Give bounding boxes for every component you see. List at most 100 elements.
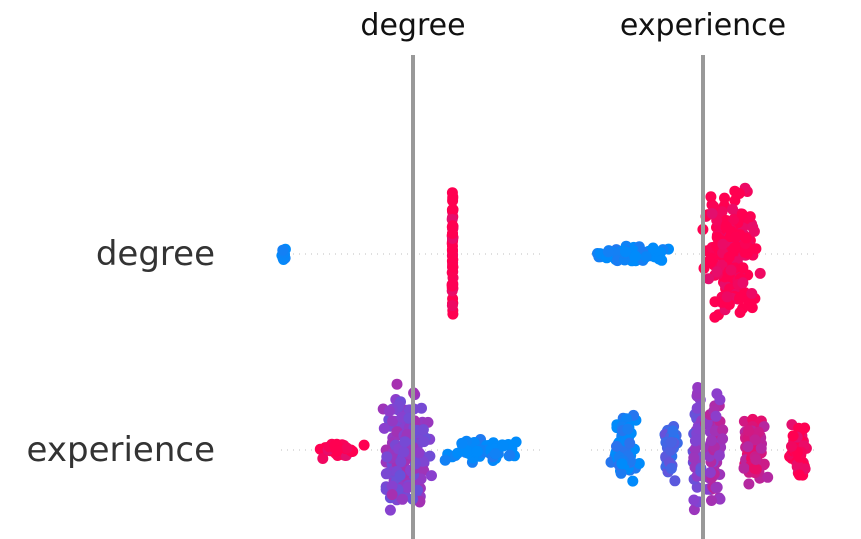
dot-experience-experience bbox=[620, 413, 632, 425]
dot-degree-experience bbox=[750, 243, 762, 255]
dot-experience-experience bbox=[615, 467, 627, 479]
dot-experience-experience bbox=[799, 422, 811, 434]
dot-degree-degree bbox=[447, 220, 459, 232]
dot-degree-experience bbox=[719, 192, 730, 204]
dot-degree-experience bbox=[721, 291, 733, 303]
dot-experience-experience bbox=[616, 458, 628, 470]
dot-degree-experience bbox=[746, 302, 758, 314]
dot-experience-degree bbox=[387, 415, 398, 427]
dot-degree-experience bbox=[748, 225, 760, 237]
dot-experience-experience bbox=[743, 425, 754, 437]
dot-experience-degree bbox=[439, 454, 451, 466]
dot-degree-experience bbox=[656, 254, 668, 266]
dot-degree-degree bbox=[447, 261, 459, 273]
dot-experience-experience bbox=[717, 424, 729, 436]
dot-experience-experience bbox=[669, 475, 681, 487]
dot-experience-experience bbox=[667, 425, 679, 437]
dot-experience-experience bbox=[786, 440, 797, 452]
dot-degree-degree bbox=[447, 278, 459, 290]
dot-experience-degree bbox=[383, 405, 395, 417]
dot-experience-degree bbox=[490, 448, 502, 460]
dot-experience-degree bbox=[384, 504, 396, 516]
dot-experience-degree bbox=[386, 480, 398, 492]
dot-experience-experience bbox=[611, 440, 622, 452]
dot-experience-degree bbox=[452, 447, 464, 459]
dot-degree-degree bbox=[447, 195, 459, 207]
dot-degree-experience bbox=[728, 213, 740, 225]
dot-degree-experience bbox=[725, 264, 737, 276]
dot-degree-experience bbox=[754, 267, 766, 279]
dot-experience-experience bbox=[692, 382, 704, 393]
dot-degree-experience bbox=[727, 203, 739, 215]
dot-degree-experience bbox=[706, 208, 718, 219]
dot-experience-experience bbox=[711, 388, 723, 400]
dot-degree-experience bbox=[736, 208, 748, 220]
dot-degree-degree bbox=[446, 204, 458, 216]
dot-experience-experience bbox=[624, 437, 636, 449]
dot-experience-degree bbox=[386, 489, 398, 501]
dot-experience-degree bbox=[394, 469, 406, 481]
dot-experience-degree bbox=[391, 378, 403, 390]
dot-experience-experience bbox=[706, 495, 717, 506]
dot-experience-degree bbox=[417, 424, 429, 436]
dot-degree-experience bbox=[716, 206, 728, 218]
dot-experience-experience bbox=[793, 469, 805, 481]
dot-experience-degree bbox=[397, 493, 408, 505]
dot-experience-experience bbox=[713, 450, 725, 461]
dot-degree-degree bbox=[447, 227, 458, 239]
dot-degree-degree bbox=[447, 240, 458, 252]
dot-experience-degree bbox=[378, 422, 390, 434]
dot-experience-degree bbox=[402, 482, 414, 493]
dot-experience-experience bbox=[691, 402, 703, 414]
dot-experience-experience bbox=[710, 410, 722, 422]
dot-degree-experience bbox=[703, 273, 715, 285]
dot-experience-degree bbox=[399, 436, 411, 448]
dot-experience-experience bbox=[689, 443, 701, 455]
dot-experience-experience bbox=[689, 435, 701, 447]
dot-experience-degree bbox=[381, 451, 393, 463]
dot-degree-experience bbox=[737, 277, 749, 289]
dot-experience-experience bbox=[688, 452, 700, 464]
dot-experience-experience bbox=[714, 493, 726, 505]
dot-experience-degree bbox=[504, 449, 516, 461]
dot-experience-experience bbox=[665, 436, 677, 448]
dot-experience-experience bbox=[755, 442, 767, 454]
dot-experience-degree bbox=[456, 437, 468, 449]
dot-experience-degree bbox=[418, 465, 430, 476]
dot-experience-degree bbox=[413, 447, 425, 459]
row-label-experience: experience bbox=[26, 430, 215, 470]
dot-experience-experience bbox=[743, 478, 755, 490]
dot-degree-experience bbox=[602, 246, 614, 258]
dot-degree-experience bbox=[711, 266, 723, 278]
dot-experience-experience bbox=[787, 430, 799, 442]
dot-experience-experience bbox=[717, 433, 729, 445]
dot-degree-experience bbox=[647, 242, 659, 254]
dot-experience-experience bbox=[622, 423, 634, 435]
dot-degree-experience bbox=[630, 250, 641, 262]
dot-experience-experience bbox=[665, 463, 677, 474]
dot-degree-experience bbox=[734, 307, 746, 318]
dot-degree-experience bbox=[729, 242, 741, 254]
dot-degree-degree bbox=[446, 187, 458, 199]
dot-degree-experience bbox=[703, 255, 715, 267]
dot-experience-experience bbox=[738, 415, 750, 427]
dot-experience-experience bbox=[706, 435, 717, 446]
dot-experience-degree bbox=[380, 468, 392, 480]
dot-experience-experience bbox=[633, 458, 645, 469]
row-label-degree: degree bbox=[95, 234, 215, 274]
dot-degree-experience bbox=[723, 251, 735, 263]
dot-experience-experience bbox=[749, 434, 761, 446]
dot-experience-experience bbox=[738, 462, 750, 474]
dot-degree-experience bbox=[734, 293, 745, 305]
dot-degree-experience bbox=[620, 246, 631, 258]
dot-degree-experience bbox=[705, 191, 717, 203]
dot-experience-degree bbox=[317, 453, 329, 464]
dot-experience-experience bbox=[704, 467, 716, 478]
dot-degree-experience bbox=[640, 251, 652, 263]
dot-experience-experience bbox=[758, 458, 770, 470]
dot-experience-degree bbox=[341, 442, 353, 454]
dot-experience-degree bbox=[497, 440, 509, 452]
column-title-degree: degree bbox=[360, 8, 466, 43]
